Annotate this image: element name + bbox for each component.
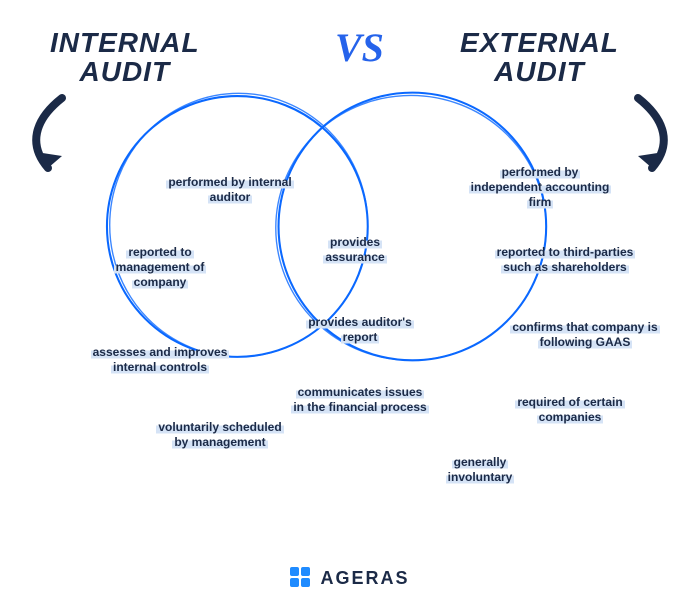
overlap-item-1: provides auditor's report	[295, 315, 425, 345]
brand-name: AGERAS	[320, 568, 409, 589]
right-item-1: reported to third-parties such as shareh…	[490, 245, 640, 275]
footer: AGERAS	[0, 567, 700, 594]
right-item-0: performed by independent accounting firm	[465, 165, 615, 210]
right-item-4: generally involuntary	[420, 455, 540, 485]
left-item-3: voluntarily scheduled by management	[150, 420, 290, 450]
overlap-item-0: provides assurance	[300, 235, 410, 265]
overlap-item-2: communicates issues in the financial pro…	[290, 385, 430, 415]
right-item-2: confirms that company is following GAAS	[510, 320, 660, 350]
left-item-0: performed by internal auditor	[160, 175, 300, 205]
brand-logo: AGERAS	[290, 567, 409, 589]
left-item-2: assesses and improves internal controls	[85, 345, 235, 375]
diagram-canvas: INTERNAL AUDIT VS EXTERNAL AUDIT perform…	[0, 0, 700, 612]
left-item-1: reported to management of company	[90, 245, 230, 290]
right-item-3: required of certain companies	[495, 395, 645, 425]
brand-mark-icon	[290, 567, 312, 589]
